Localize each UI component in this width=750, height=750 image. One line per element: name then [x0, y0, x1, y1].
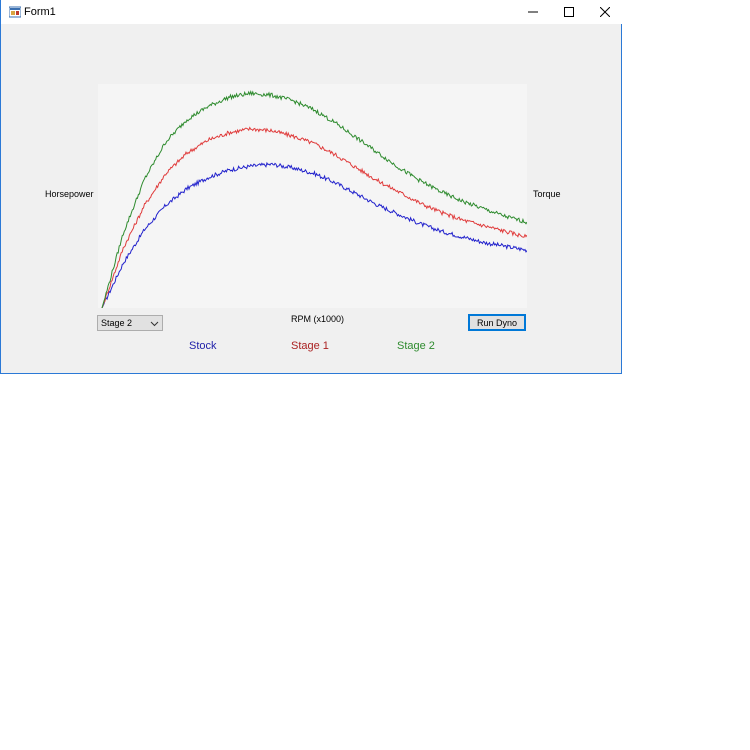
- maximize-button[interactable]: [551, 0, 587, 24]
- close-button[interactable]: [587, 0, 623, 24]
- window-title: Form1: [24, 6, 56, 18]
- stage-select[interactable]: Stage 2: [97, 315, 163, 331]
- horsepower-label: Horsepower: [45, 189, 94, 199]
- close-icon: [600, 7, 610, 17]
- series-line-stock: [101, 161, 528, 309]
- legend-stage1: Stage 1: [291, 340, 329, 352]
- chart-canvas: [101, 90, 528, 309]
- run-dyno-button[interactable]: Run Dyno: [468, 314, 526, 331]
- maximize-icon: [564, 7, 574, 17]
- series-line-stage-2: [101, 90, 528, 309]
- series-line-stage-1: [101, 126, 528, 309]
- minimize-icon: [528, 11, 538, 13]
- legend-stage2: Stage 2: [397, 340, 435, 352]
- stage-select-value: Stage 2: [101, 318, 133, 328]
- torque-label: Torque: [533, 189, 561, 199]
- rpm-axis-label: RPM (x1000): [291, 314, 345, 324]
- legend-stock: Stock: [189, 340, 217, 352]
- title-bar[interactable]: Form1: [1, 0, 622, 24]
- chevron-down-icon: [150, 321, 159, 327]
- app-icon: [8, 6, 22, 18]
- dyno-chart: [98, 84, 528, 309]
- main-window: Form1 Horsepower Torque Stage 2 RPM (x10…: [0, 0, 622, 374]
- minimize-button[interactable]: [515, 0, 551, 24]
